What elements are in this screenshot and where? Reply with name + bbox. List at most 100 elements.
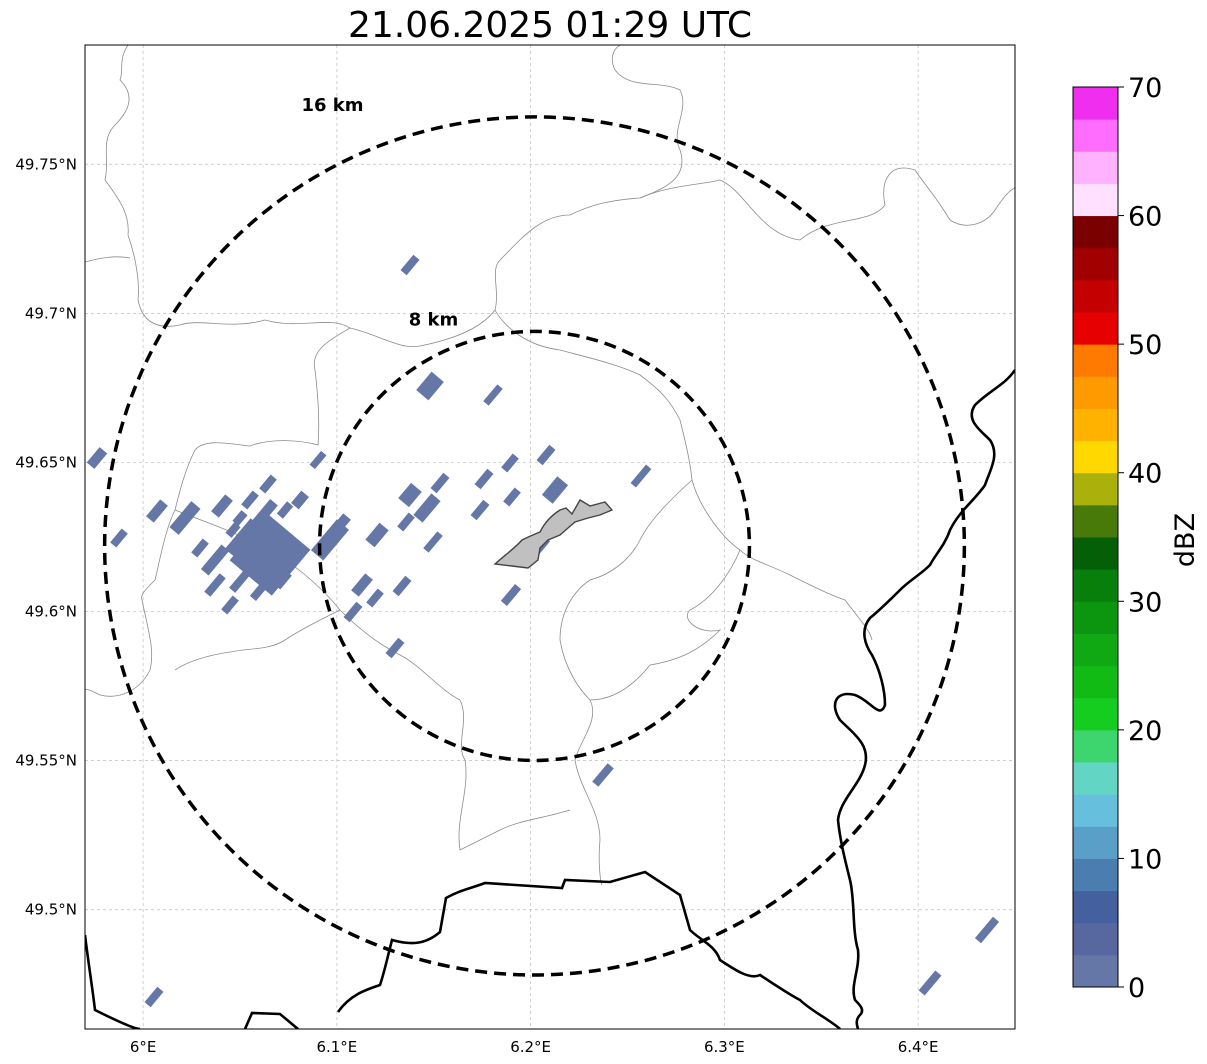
radar-echo-cell — [146, 499, 168, 523]
colorbar-segment — [1073, 697, 1118, 731]
colorbar-segment — [1073, 569, 1118, 602]
radar-echo-cell — [259, 474, 277, 494]
range-ring — [317, 329, 752, 763]
radar-echo-cell — [474, 468, 494, 490]
colorbar-tick-label: 40 — [1128, 459, 1162, 490]
boundary-line — [174, 609, 341, 671]
range-ring-label: 16 km — [301, 95, 363, 116]
lat-tick-label: 49.7°N — [25, 304, 77, 322]
radar-echo-cell — [351, 573, 373, 597]
lon-tick-label: 6.2°E — [510, 1038, 551, 1056]
radar-echo-cell — [252, 499, 278, 527]
colorbar-label: dBZ — [1170, 513, 1201, 567]
radar-echo-cell — [200, 544, 230, 576]
radar-echo-cell — [211, 494, 233, 518]
boundary-line — [494, 309, 873, 641]
colorbar-tick-label: 10 — [1128, 844, 1162, 875]
regional-boundaries — [85, 45, 1015, 886]
colorbar-segment — [1073, 665, 1118, 699]
colorbar-segment — [1073, 922, 1118, 956]
radar-echo-cell — [144, 986, 164, 1008]
radar-echo-cell — [385, 637, 405, 659]
axis-tick-labels: 49.75°N 49.7°N 49.65°N 49.6°N 49.55°N 49.5°N 6… — [15, 155, 938, 1056]
colorbar: 0 10 20 30 40 50 60 70 — [1072, 73, 1162, 1004]
lat-tick-label: 49.65°N — [15, 453, 77, 471]
colorbar-segment — [1073, 247, 1118, 281]
colorbar-segment — [1073, 440, 1118, 474]
colorbar-frame — [1072, 86, 1119, 988]
colorbar-segment — [1073, 119, 1118, 152]
colorbar-segment — [1073, 826, 1118, 859]
radar-echo-cell — [392, 575, 412, 597]
colorbar-tick-label: 70 — [1128, 73, 1162, 104]
map-frame — [84, 44, 1016, 1030]
colorbar-segment — [1073, 537, 1118, 570]
radar-echo-cell — [309, 450, 327, 470]
radar-echo-cell — [204, 573, 226, 597]
radar-echo-cell — [191, 538, 209, 558]
range-rings: 8 km 16 km — [102, 95, 967, 977]
city-area-outline — [493, 499, 614, 569]
radar-echo-cell — [276, 501, 294, 519]
colorbar-segment — [1073, 215, 1118, 249]
lon-tick-label: 6°E — [130, 1038, 157, 1056]
radar-echo-cell — [398, 482, 422, 508]
colorbar-segment — [1073, 376, 1118, 409]
radar-echo-cell — [400, 254, 420, 276]
lat-tick-label: 49.5°N — [25, 901, 77, 919]
radar-echo-cell — [221, 595, 239, 615]
radar-echo-cell — [291, 490, 309, 510]
radar-echo-cell — [241, 490, 259, 510]
colorbar-segment — [1073, 858, 1118, 892]
radar-echo-cell — [232, 510, 248, 526]
radar-echo-cell — [343, 601, 363, 623]
boundary-line — [589, 549, 741, 701]
lon-tick-label: 6.4°E — [898, 1038, 939, 1056]
radar-echo-cell — [366, 588, 384, 608]
colorbar-segment — [1073, 151, 1118, 184]
map-title: 21.06.2025 01:29 UTC — [347, 5, 753, 46]
radar-echo-cell — [225, 522, 241, 538]
radar-echo-cell — [249, 579, 271, 601]
radar-echo-cell — [329, 513, 351, 537]
lon-tick-label: 6.3°E — [704, 1038, 745, 1056]
radar-echo-cell — [918, 970, 942, 996]
radar-echo-cell — [416, 371, 444, 401]
boundary-line — [104, 45, 684, 348]
border-line — [243, 1011, 299, 1029]
radar-echo-cell — [274, 570, 292, 590]
radar-echo-cell — [365, 522, 389, 548]
colorbar-segment — [1073, 312, 1118, 345]
radar-echo-cell — [110, 528, 128, 548]
colorbar-segment — [1073, 729, 1118, 763]
radar-echo-cell — [86, 447, 108, 469]
radar-echo-cell — [483, 384, 503, 406]
boundary-line — [639, 167, 1015, 241]
radar-echo-cell — [430, 472, 450, 494]
colorbar-segment — [1073, 472, 1118, 506]
lon-tick-label: 6.1°E — [316, 1038, 357, 1056]
colorbar-segment — [1073, 183, 1118, 217]
radar-echo-cell — [592, 763, 614, 787]
radar-echo-cell — [169, 501, 201, 535]
colorbar-segment — [1073, 601, 1118, 634]
radar-echo-cell — [974, 916, 1000, 944]
lat-tick-label: 49.55°N — [15, 752, 77, 770]
range-ring-label: 8 km — [409, 309, 459, 330]
boundary-line — [559, 479, 693, 886]
national-borders — [85, 369, 1015, 1029]
boundary-line — [85, 256, 131, 263]
colorbar-segment — [1073, 408, 1118, 442]
radar-echo-cell — [413, 493, 441, 523]
colorbar-segment — [1073, 762, 1118, 795]
radar-echo-cell — [536, 444, 556, 466]
radar-echoes — [86, 254, 1000, 1008]
radar-echo-cell — [503, 487, 521, 507]
radar-echo-cell — [397, 512, 415, 532]
colorbar-segment — [1073, 954, 1118, 988]
colorbar-tick-label: 20 — [1128, 716, 1162, 747]
colorbar-tick-label: 0 — [1128, 973, 1145, 1004]
colorbar-segment — [1073, 633, 1118, 667]
colorbar-tick-label: 60 — [1128, 202, 1162, 233]
colorbar-segment — [1073, 87, 1118, 120]
